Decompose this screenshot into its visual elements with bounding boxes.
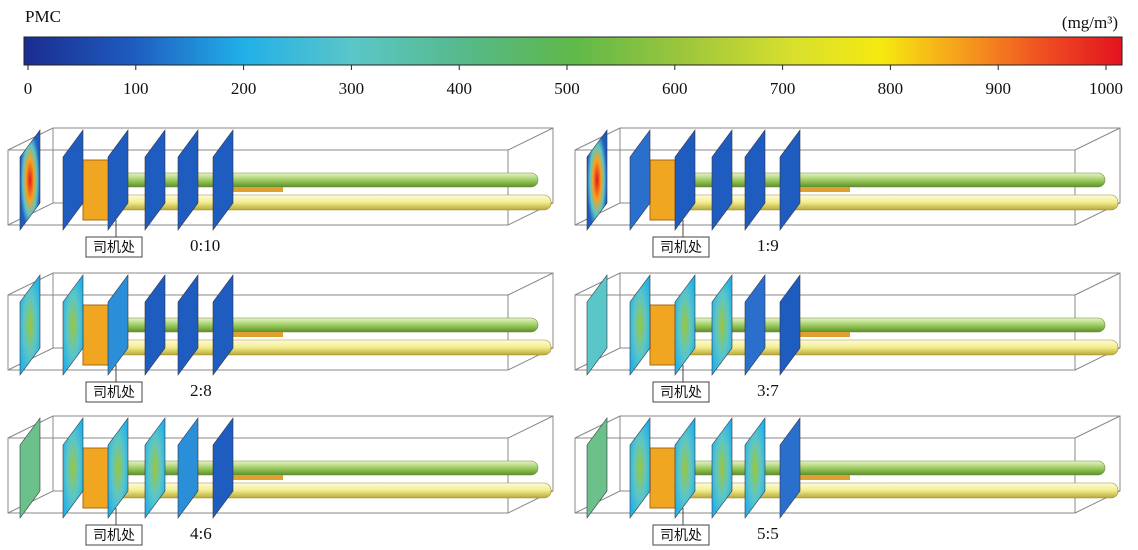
slice-plane	[630, 275, 650, 375]
slice-plane	[20, 275, 40, 375]
slice-plane	[145, 275, 165, 375]
slice-plane	[675, 275, 695, 375]
ratio-label: 4:6	[190, 524, 212, 543]
floor-strip	[228, 187, 283, 192]
ratio-label: 0:10	[190, 236, 220, 255]
location-label: 司机处	[660, 240, 702, 256]
tick-label: 700	[770, 79, 796, 98]
colorbar-title: PMC	[25, 7, 61, 26]
slice-plane	[780, 418, 800, 518]
slice-plane	[587, 418, 607, 518]
tick-label: 1000	[1089, 79, 1123, 98]
tick-label: 500	[554, 79, 580, 98]
figure: PMC (mg/m³) 司机处0:10司机处1:9司机处2:8司机处3:7司机处…	[0, 0, 1138, 550]
slice-plane	[712, 130, 732, 230]
slice-plane	[745, 418, 765, 518]
slice-plane	[178, 130, 198, 230]
floor-strip	[795, 187, 850, 192]
panel: 司机处 2:8	[8, 273, 553, 402]
slice-plane	[213, 275, 233, 375]
slice-plane	[145, 418, 165, 518]
ratio-label: 5:5	[757, 524, 779, 543]
slice-plane	[780, 130, 800, 230]
location-label: 司机处	[93, 528, 135, 544]
slice-plane	[630, 130, 650, 230]
location-label: 司机处	[93, 385, 135, 401]
slice-plane	[712, 275, 732, 375]
floor-strip	[228, 475, 283, 480]
panel: 司机处 5:5	[575, 416, 1120, 545]
tick-label: 200	[231, 79, 257, 98]
slice-plane	[630, 418, 650, 518]
slice-plane	[587, 275, 607, 375]
floor-strip	[228, 332, 283, 337]
location-label: 司机处	[93, 240, 135, 256]
colorbar-unit: (mg/m³)	[1062, 13, 1118, 32]
location-label: 司机处	[660, 528, 702, 544]
slice-plane	[587, 130, 607, 230]
ratio-label: 2:8	[190, 381, 212, 400]
ratio-label: 3:7	[757, 381, 779, 400]
slice-plane	[63, 275, 83, 375]
panel: 司机处 0:10	[8, 128, 553, 257]
colorbar	[24, 37, 1122, 65]
tick-label: 100	[123, 79, 149, 98]
slice-plane	[178, 275, 198, 375]
tick-label: 800	[878, 79, 904, 98]
slice-plane	[712, 418, 732, 518]
location-label: 司机处	[660, 385, 702, 401]
tick-label: 0	[24, 79, 33, 98]
slice-plane	[20, 130, 40, 230]
panel: 司机处 3:7	[575, 273, 1120, 402]
slice-plane	[20, 418, 40, 518]
slice-plane	[213, 130, 233, 230]
floor-strip	[795, 332, 850, 337]
slice-plane	[675, 130, 695, 230]
slice-plane	[745, 130, 765, 230]
panels: 司机处 0:10 司机处 1:9 司机处 2:8 司机处 3:7 司机处 4:6 司机处 5:5	[8, 128, 1120, 545]
slice-plane	[178, 418, 198, 518]
tick-label: 300	[339, 79, 365, 98]
slice-plane	[213, 418, 233, 518]
tick-label: 400	[446, 79, 472, 98]
slice-plane	[108, 130, 128, 230]
tick-label: 600	[662, 79, 688, 98]
slice-plane	[108, 275, 128, 375]
slice-plane	[675, 418, 695, 518]
floor-strip	[795, 475, 850, 480]
slice-plane	[63, 130, 83, 230]
slice-plane	[145, 130, 165, 230]
ratio-label: 1:9	[757, 236, 779, 255]
slice-plane	[63, 418, 83, 518]
slice-plane	[108, 418, 128, 518]
slice-plane	[745, 275, 765, 375]
slice-plane	[780, 275, 800, 375]
panel: 司机处 1:9	[575, 128, 1120, 257]
panel: 司机处 4:6	[8, 416, 553, 545]
tick-label: 900	[985, 79, 1011, 98]
